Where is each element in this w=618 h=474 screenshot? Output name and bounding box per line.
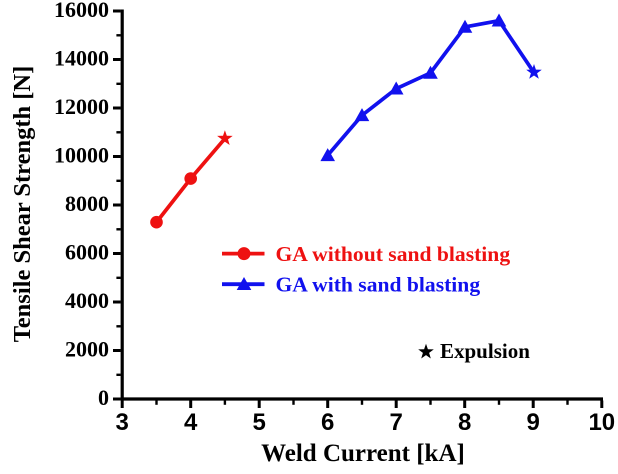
svg-text:8000: 8000 — [65, 191, 109, 216]
svg-text:5: 5 — [253, 409, 266, 436]
svg-text:8: 8 — [458, 409, 471, 436]
svg-text:10: 10 — [588, 409, 615, 436]
svg-text:16000: 16000 — [54, 0, 109, 22]
svg-text:12000: 12000 — [54, 94, 109, 119]
svg-text:Tensile Shear Strength [N]: Tensile Shear Strength [N] — [9, 66, 36, 343]
svg-text:GA without sand blasting: GA without sand blasting — [276, 242, 511, 266]
svg-text:4000: 4000 — [65, 288, 109, 313]
svg-text:6000: 6000 — [65, 240, 109, 265]
svg-text:Weld Current [kA]: Weld Current [kA] — [261, 440, 465, 467]
svg-text:7: 7 — [390, 409, 403, 436]
svg-text:6: 6 — [321, 409, 334, 436]
svg-text:2000: 2000 — [65, 337, 109, 362]
svg-text:0: 0 — [98, 385, 109, 410]
svg-text:9: 9 — [527, 409, 540, 436]
svg-text:GA with sand blasting: GA with sand blasting — [276, 273, 481, 297]
svg-text:3: 3 — [116, 409, 129, 436]
svg-text:14000: 14000 — [54, 46, 109, 71]
svg-text:10000: 10000 — [54, 143, 109, 168]
svg-text:Expulsion: Expulsion — [440, 339, 530, 363]
svg-text:4: 4 — [184, 409, 198, 436]
